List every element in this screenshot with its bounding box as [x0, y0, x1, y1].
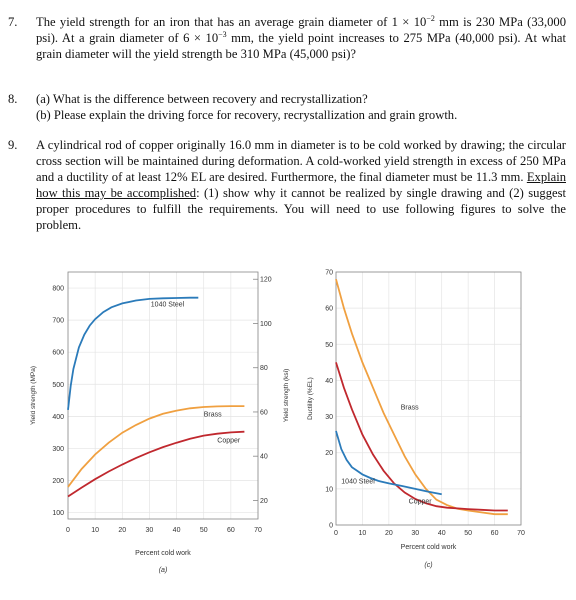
part-b: (b) Please explain the driving force for… — [36, 108, 458, 122]
problem-text: (a) What is the difference between recov… — [36, 91, 566, 123]
y-tick-label: 500 — [52, 382, 64, 389]
right-tick-label: 100 — [260, 321, 272, 328]
underlined-instruction: Explain how this may be accomplished — [36, 170, 566, 200]
y-tick-label: 0 — [329, 523, 333, 530]
series-label: Brass — [401, 404, 419, 411]
y-tick-label: 800 — [52, 286, 64, 293]
chart-caption: (a) — [159, 567, 168, 574]
y-tick-label: 60 — [325, 306, 333, 313]
y-tick-label: 10 — [325, 486, 333, 493]
x-tick-label: 50 — [464, 530, 472, 537]
series-line — [67, 296, 199, 411]
series-line — [335, 362, 508, 512]
series-label: 1040 Steel — [151, 302, 185, 309]
plot-frame — [67, 271, 259, 520]
x-tick-label: 30 — [146, 527, 154, 534]
series-label: Copper — [217, 438, 241, 445]
x-tick-label: 50 — [200, 527, 208, 534]
x-tick-label: 20 — [118, 527, 126, 534]
y-tick-label: 600 — [52, 350, 64, 357]
y-tick-label: 20 — [325, 450, 333, 457]
right-tick-label: 20 — [260, 498, 268, 505]
problem-8: 8. (a) What is the difference between re… — [8, 91, 566, 123]
x-tick-label: 0 — [334, 530, 338, 537]
y-tick-label: 700 — [52, 318, 64, 325]
y-tick-label: 50 — [325, 342, 333, 349]
figure-charts: 0 10 20 30 40 50 60 701002003004005006007008002… — [30, 270, 525, 575]
x-tick-label: 30 — [411, 530, 419, 537]
y-tick-label: 300 — [52, 446, 64, 453]
problem-text: The yield strength for an iron that has … — [36, 13, 566, 61]
right-tick-label: 120 — [260, 277, 272, 284]
right-tick-label: 60 — [260, 409, 268, 416]
x-tick-label: 60 — [227, 527, 235, 534]
chart-caption: (c) — [424, 562, 432, 569]
problem-number: 9. — [8, 138, 18, 152]
series-line — [335, 430, 442, 496]
series-line — [67, 430, 245, 498]
y-tick-label: 200 — [52, 478, 64, 485]
problem-7: 7. The yield strength for an iron that h… — [8, 14, 566, 62]
problem-number: 8. — [8, 92, 18, 106]
problem-9: 9. A cylindrical rod of copper originall… — [8, 137, 566, 233]
x-axis-label: Percent cold work — [401, 544, 457, 551]
y-axis-label-right: Yield strength (ksi) — [283, 369, 290, 423]
problem-text: A cylindrical rod of copper originally 1… — [36, 138, 566, 232]
x-tick-label: 10 — [359, 530, 367, 537]
y-axis-label: Yield strength (MPa) — [30, 366, 37, 425]
chart-ductility: 0 10 20 30 40 50 60 70 0 10 20 30 40 50 60 70 Brass Coppe… — [307, 270, 525, 570]
chart-yield-strength: 0 10 20 30 40 50 60 70 100 200 300 400 500 600 700 800 2… — [30, 271, 290, 574]
plot-frame — [335, 271, 522, 526]
y-tick-label: 100 — [52, 510, 64, 517]
x-axis-label: Percent cold work — [135, 550, 191, 557]
x-tick-label: 60 — [491, 530, 499, 537]
problem-number: 7. — [8, 15, 18, 29]
part-a: (a) What is the difference between recov… — [36, 92, 368, 106]
right-tick-label: 80 — [260, 365, 268, 372]
x-tick-label: 70 — [254, 527, 262, 534]
x-tick-label: 0 — [66, 527, 70, 534]
x-tick-label: 10 — [91, 527, 99, 534]
series-label: Brass — [204, 411, 222, 418]
y-tick-label: 70 — [325, 270, 333, 277]
series-line — [335, 278, 508, 516]
y-tick-label: 30 — [325, 414, 333, 421]
y-tick-label: 40 — [325, 378, 333, 385]
right-tick-label: 40 — [260, 454, 268, 461]
series-line — [67, 405, 245, 488]
series-label: 1040 Steel — [341, 478, 375, 485]
y-tick-label: 400 — [52, 414, 64, 421]
x-tick-label: 40 — [173, 527, 181, 534]
series-label: Copper — [409, 498, 433, 505]
x-tick-label: 40 — [438, 530, 446, 537]
x-tick-label: 20 — [385, 530, 393, 537]
x-tick-label: 70 — [517, 530, 525, 537]
y-axis-label: Ductility (%EL) — [307, 377, 314, 420]
